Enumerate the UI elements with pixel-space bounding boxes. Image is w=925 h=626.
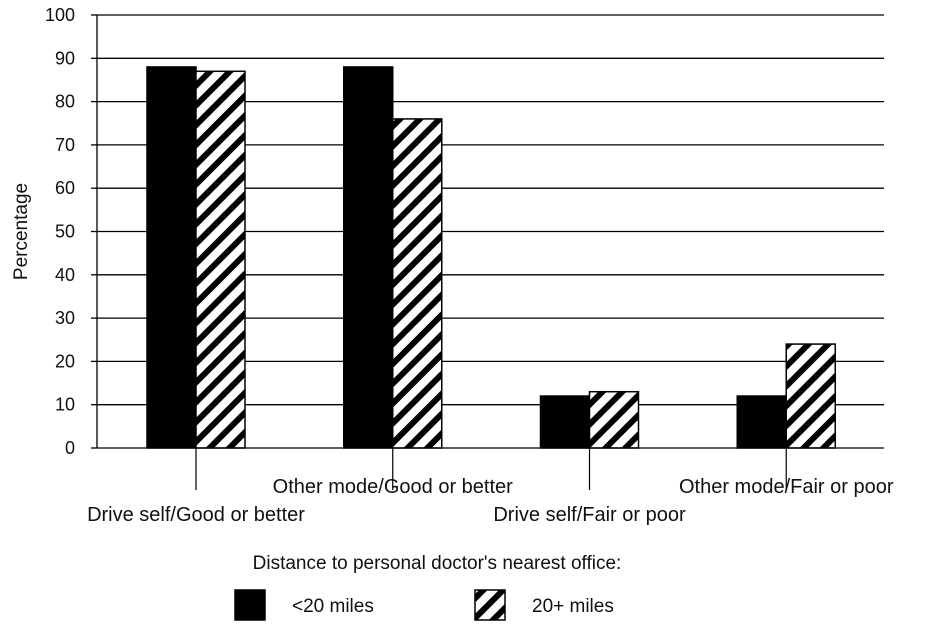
bar-under-20-0 <box>146 66 197 449</box>
y-tick-label-80: 80 <box>55 92 75 112</box>
legend-swatch-20-plus <box>474 589 506 621</box>
y-tick-label-60: 60 <box>55 178 75 198</box>
y-tick-label-70: 70 <box>55 135 75 155</box>
bar-under-20-2 <box>539 395 591 449</box>
legend-title: Distance to personal doctor's nearest of… <box>253 553 622 574</box>
y-tick-label-0: 0 <box>65 438 75 458</box>
bar-20-plus-0 <box>195 70 246 449</box>
labels: 0 10 20 30 40 50 60 70 80 90 100 Drive self/Good or… <box>11 5 894 526</box>
x-category-label-3: Other mode/Fair or poor <box>679 476 894 498</box>
bars <box>146 66 836 449</box>
y-tick-label-40: 40 <box>55 265 75 285</box>
bar-20-plus-2 <box>588 390 640 449</box>
legend-label-under-20: <20 miles <box>292 596 374 617</box>
bar-under-20-1 <box>343 66 394 449</box>
y-tick-label-30: 30 <box>55 308 75 328</box>
y-tick-label-50: 50 <box>55 222 75 242</box>
legend: Distance to personal doctor's nearest of… <box>234 553 622 621</box>
y-tick-label-20: 20 <box>55 351 75 371</box>
bar-20-plus-3 <box>785 343 836 449</box>
axes <box>91 14 884 490</box>
y-tick-label-10: 10 <box>55 395 75 415</box>
legend-label-20-plus: 20+ miles <box>532 596 614 617</box>
bar-20-plus-1 <box>392 118 443 449</box>
y-axis-title: Percentage <box>11 183 32 280</box>
y-tick-label-90: 90 <box>55 48 75 68</box>
y-tick-label-100: 100 <box>45 5 75 25</box>
bar-under-20-3 <box>736 395 787 449</box>
x-category-label-1: Other mode/Good or better <box>273 476 513 498</box>
legend-swatch-under-20 <box>234 589 266 621</box>
x-category-label-2: Drive self/Fair or poor <box>493 504 686 526</box>
x-category-label-0: Drive self/Good or better <box>87 504 305 526</box>
